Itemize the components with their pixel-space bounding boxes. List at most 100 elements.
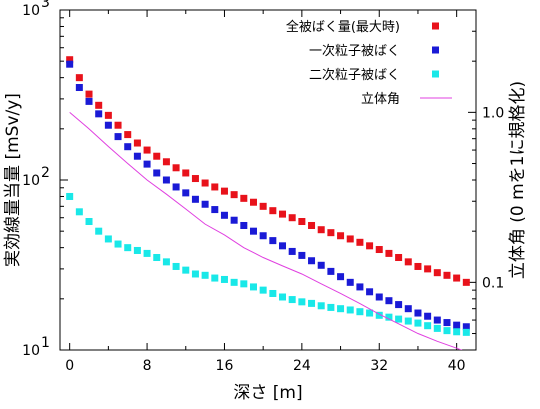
data-point [162,158,170,166]
data-point [346,278,354,286]
data-point [191,195,199,203]
data-point [114,240,122,248]
data-point [366,309,374,317]
y-tick-exponent: 2 [41,165,50,181]
data-point [453,274,461,282]
data-point [404,317,412,325]
data-point [288,214,296,222]
data-point [240,194,248,202]
data-point [85,97,93,105]
data-point [230,191,238,199]
y-tick-exponent: 3 [41,0,50,11]
legend-swatch [432,46,439,54]
data-point [66,192,74,200]
data-point [327,229,335,237]
data-point [317,226,325,234]
data-point [230,216,238,224]
series-1 [66,60,470,331]
data-point [182,266,190,274]
data-point [366,242,374,250]
data-point [298,298,306,306]
series-0 [66,56,470,286]
data-point [385,249,393,257]
data-point [230,278,238,286]
data-point [346,235,354,243]
data-point [259,232,267,240]
data-point [153,152,161,160]
data-point [443,327,451,335]
data-point [414,262,422,270]
data-point [133,139,141,147]
data-point [337,232,345,240]
y-tick-label: 10 [22,173,40,189]
series-2 [66,192,470,336]
x-tick-label: 40 [448,358,466,374]
data-point [114,121,122,129]
data-point [453,321,461,329]
data-point [162,258,170,266]
data-point [201,271,209,279]
data-point [220,211,228,219]
data-point [211,206,219,214]
x-axis-title: 深さ [m] [233,383,302,403]
data-point [462,278,470,286]
data-point [356,308,364,316]
data-point [375,246,383,254]
x-tick-label: 16 [216,358,234,374]
data-point [317,302,325,310]
data-point [191,175,199,183]
data-point [211,274,219,282]
data-point [288,296,296,304]
data-point [240,221,248,229]
y-axis-title: 実効線量当量 [mSv/y] [3,93,23,267]
x-tick-label: 8 [143,358,152,374]
data-point [424,322,432,330]
data-point [153,254,161,262]
data-point [191,270,199,278]
data-point [414,319,422,327]
data-point [385,297,393,305]
data-point [211,183,219,191]
data-point [249,227,257,235]
data-point [143,146,151,154]
x-tick-label: 24 [293,358,311,374]
data-point [66,60,74,68]
data-point [95,227,103,235]
series-3 [69,111,463,350]
data-point [75,208,83,216]
data-point [279,242,287,250]
data-point [85,90,93,98]
data-point [327,303,335,311]
data-point [337,305,345,313]
data-point [404,305,412,313]
data-point [269,207,277,215]
plot-frame [59,9,477,351]
chart-marks [66,56,470,350]
y2-tick-label: 1.0 [482,105,504,121]
data-point [104,121,112,129]
legend-swatch [432,22,439,30]
data-point [317,261,325,269]
x-tick-label: 0 [65,358,74,374]
data-point [288,247,296,255]
data-point [375,311,383,319]
data-point [104,111,112,119]
data-point [269,237,277,245]
data-point [259,286,267,294]
y2-axis-title: 立体角 (0 mを1に規格化) [508,81,528,279]
data-point [85,218,93,226]
data-point [153,169,161,177]
data-point [240,280,248,288]
data-point [124,131,132,139]
legend-label: 一次粒子被ばく [309,43,400,59]
data-point [162,176,170,184]
y-tick-label: 10 [22,3,40,19]
data-point [249,283,257,291]
data-point [201,200,209,208]
data-point [356,283,364,291]
data-point [124,143,132,151]
data-point [143,249,151,257]
data-point [414,309,422,317]
data-point [404,258,412,266]
